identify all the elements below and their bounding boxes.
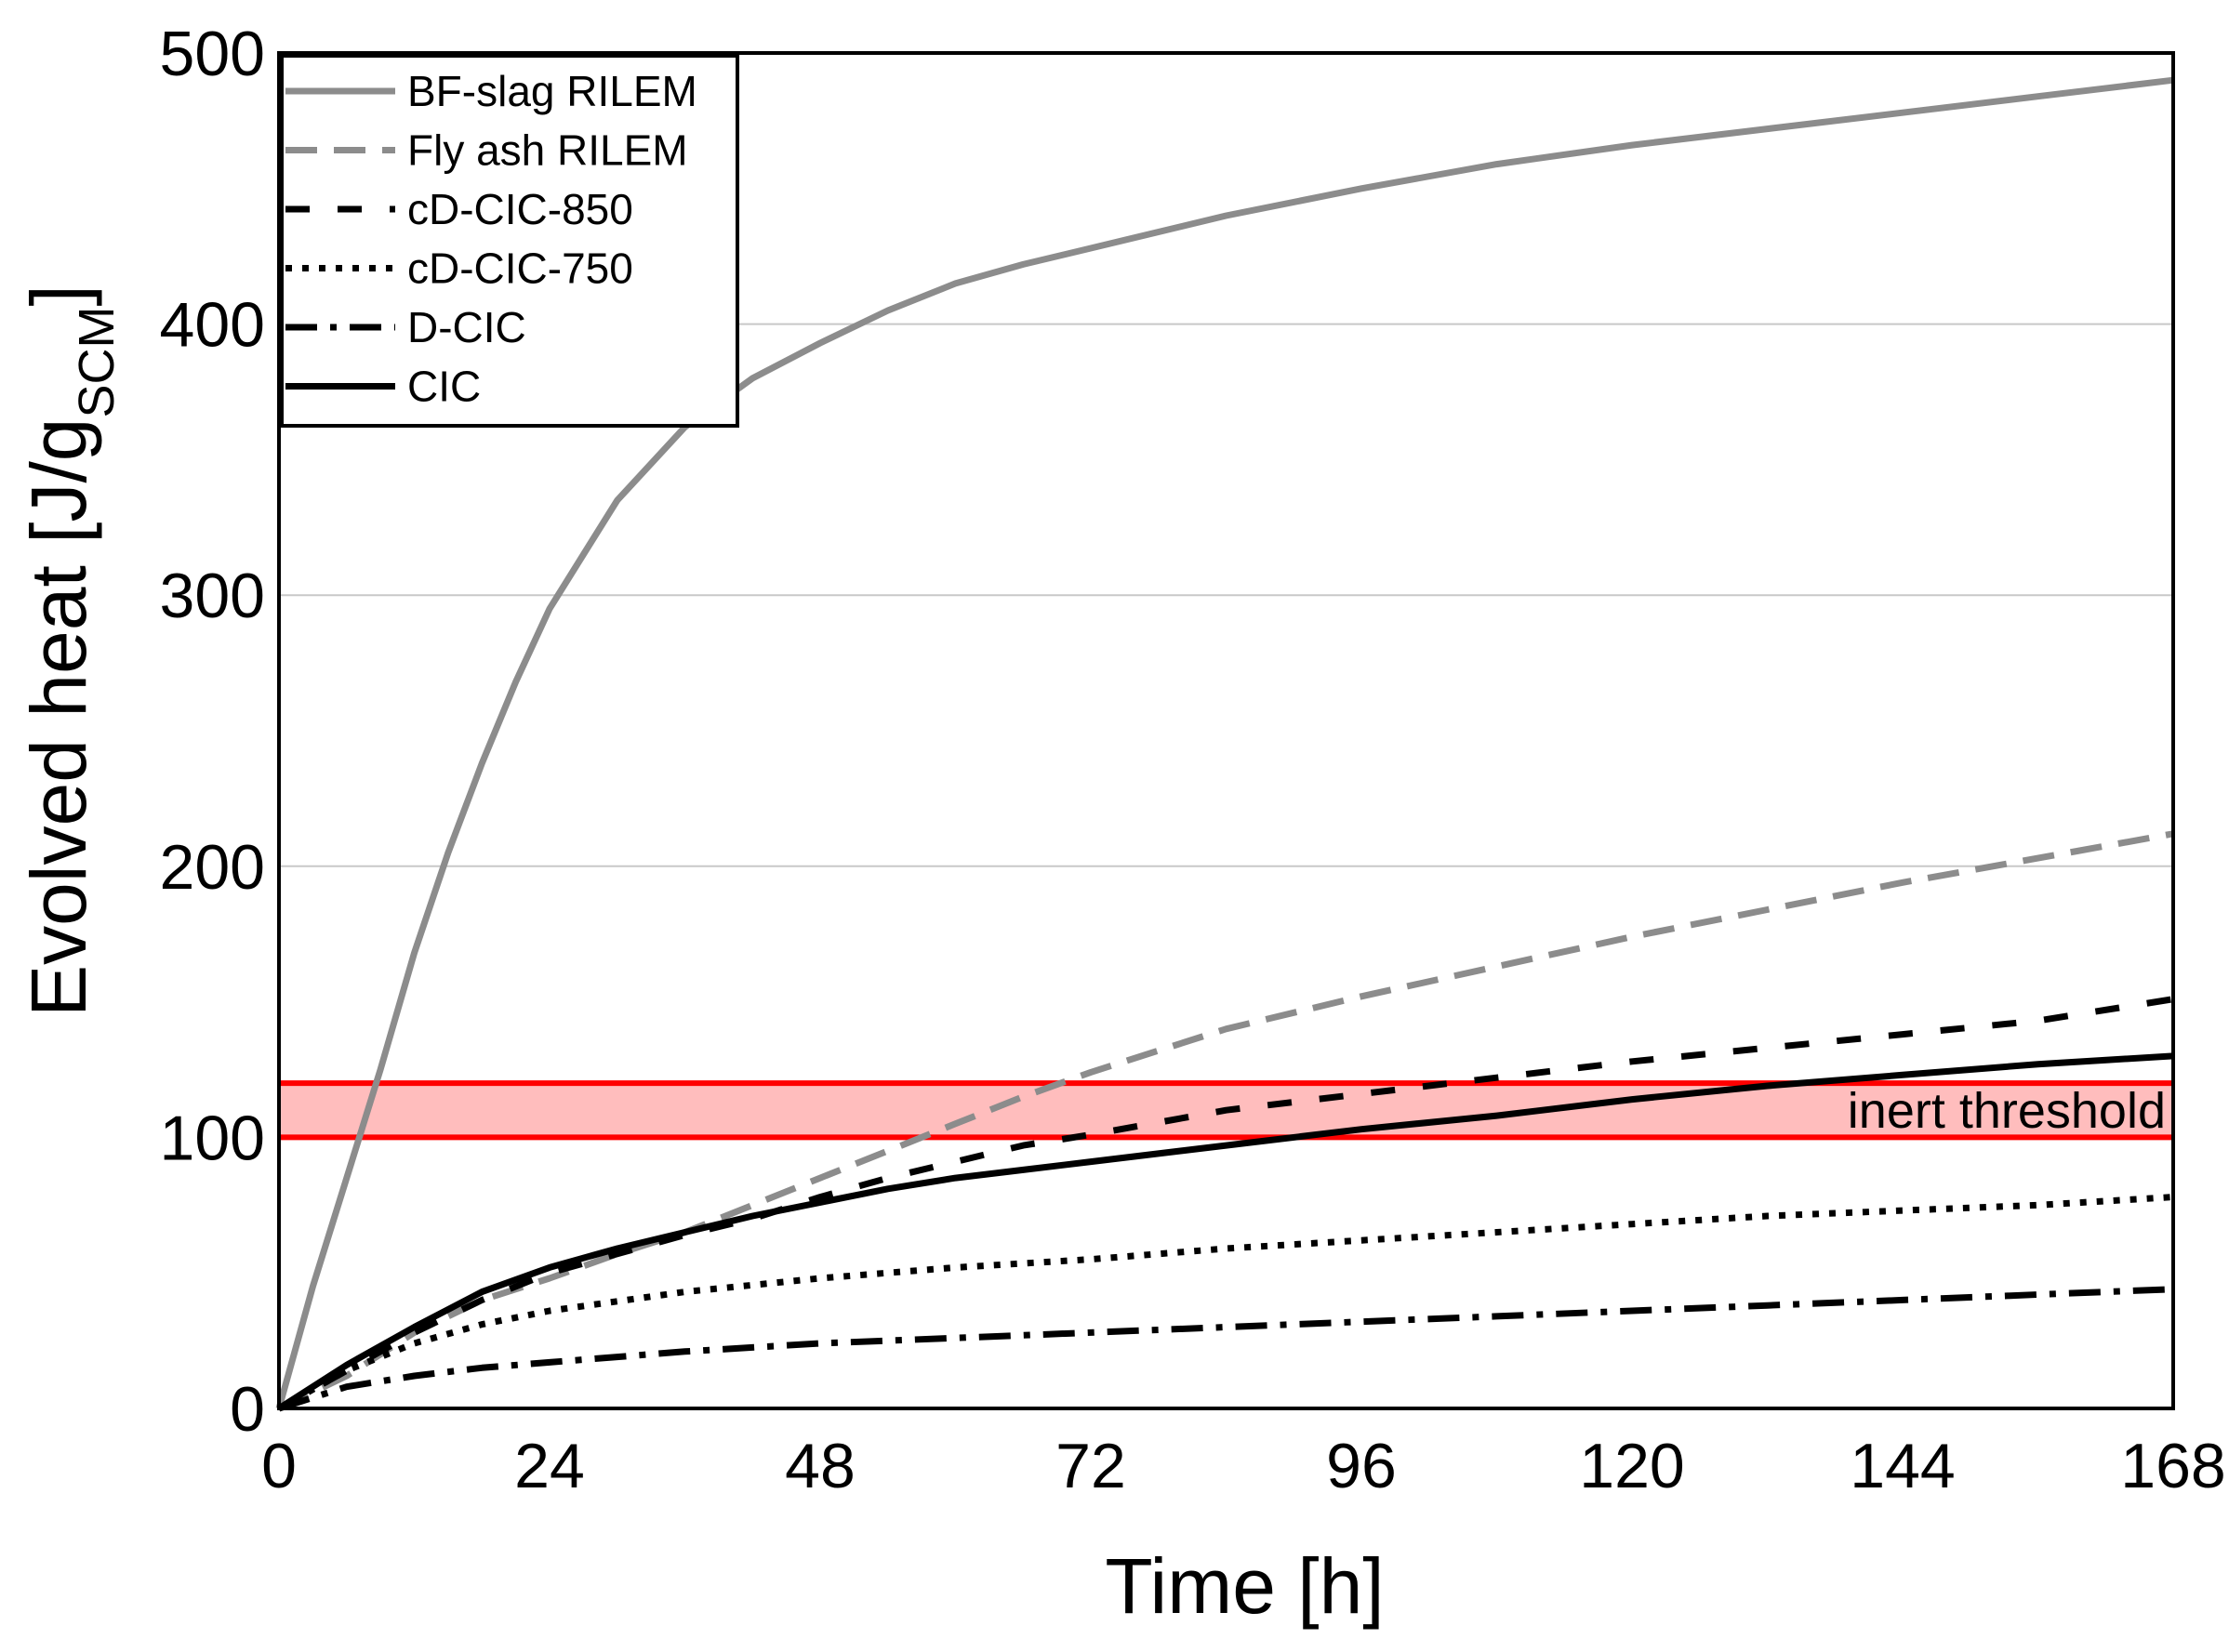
legend-label: Fly ash RILEM	[407, 126, 688, 175]
plot-frame	[277, 51, 2175, 1410]
legend-label: cD-CIC-850	[407, 185, 633, 233]
x-tick-label: 24	[514, 1431, 585, 1501]
y-tick-labels: 0 100 200 300 400 500	[160, 19, 265, 1445]
legend-box	[280, 54, 739, 428]
x-tick-label: 144	[1850, 1431, 1955, 1501]
legend-label: BF-slag RILEM	[407, 67, 697, 115]
series-line-cd-cic-850	[277, 996, 2174, 1412]
gridlines	[279, 323, 2173, 1139]
legend-label: CIC	[407, 363, 481, 411]
y-axis-title-subscript: SCM	[69, 306, 125, 417]
x-tick-label: 48	[785, 1431, 856, 1501]
y-axis-title: Evolved heat [J/gSCM]	[15, 284, 125, 1017]
y-tick-label: 200	[160, 832, 265, 903]
y-axis-title-main: Evolved heat [J/g	[15, 417, 102, 1016]
y-axis-title-end: ]	[15, 284, 102, 306]
series-line-cic	[277, 1052, 2174, 1411]
x-tick-labels: 0 24 48 72 96 120 144 168	[261, 1431, 2226, 1501]
series-line-bf-slag-rilem	[275, 76, 2174, 1409]
series-line-fly-ash-rilem	[277, 830, 2174, 1412]
x-tick-label: 168	[2120, 1431, 2225, 1501]
x-tick-label: 120	[1579, 1431, 1684, 1501]
x-axis-title: Time [h]	[1105, 1542, 1384, 1630]
y-tick-label: 0	[230, 1374, 265, 1445]
y-tick-label: 300	[160, 561, 265, 631]
x-tick-label: 0	[261, 1431, 297, 1501]
y-tick-label: 500	[160, 19, 265, 89]
x-tick-label: 96	[1326, 1431, 1397, 1501]
x-tick-label: 72	[1055, 1431, 1126, 1501]
series-lines	[275, 76, 2174, 1412]
legend-label: D-CIC	[407, 303, 526, 351]
y-tick-label: 100	[160, 1103, 265, 1173]
legend: BF-slag RILEM Fly ash RILEM cD-CIC-850 cD-C…	[280, 54, 739, 428]
inert-threshold-label: inert threshold	[1848, 1083, 2166, 1139]
y-tick-label: 400	[160, 290, 265, 361]
series-line-d-cic	[277, 1286, 2174, 1412]
legend-label: cD-CIC-750	[407, 244, 633, 293]
